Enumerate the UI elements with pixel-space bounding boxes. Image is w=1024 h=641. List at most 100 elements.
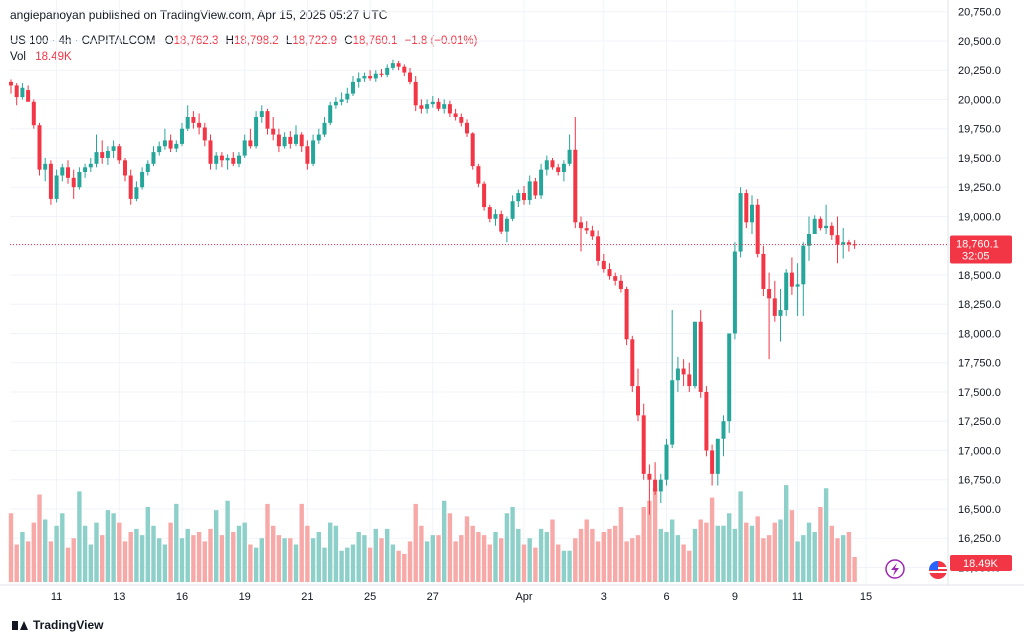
candle-body (522, 193, 526, 201)
candle-body (829, 225, 834, 236)
candle (71, 169, 76, 199)
candle-body (789, 272, 794, 287)
volume-bar (784, 485, 789, 582)
candle (818, 216, 823, 231)
candle-body (191, 117, 196, 123)
candle (653, 462, 658, 495)
time-tick-label: 11 (51, 591, 62, 603)
candle (755, 198, 760, 258)
candle-body (379, 73, 384, 75)
candle-body (807, 234, 811, 246)
candlesticks (9, 59, 857, 515)
candle (807, 216, 811, 261)
volume-bar (846, 532, 852, 582)
candle (812, 215, 817, 234)
flash-icon[interactable] (885, 559, 905, 579)
candle (140, 167, 145, 190)
volume-bar (117, 522, 122, 582)
candle-body (276, 134, 281, 147)
candle-body (111, 146, 116, 151)
volume-bar (692, 528, 698, 582)
candle (282, 132, 287, 149)
candle (795, 263, 800, 316)
candle (704, 386, 709, 457)
candle-body (550, 160, 555, 168)
candle (9, 79, 13, 94)
volume-bar (459, 535, 464, 582)
candle (248, 128, 253, 149)
candle-body (447, 104, 452, 114)
candle (550, 157, 555, 170)
candle (767, 272, 772, 360)
candle (732, 242, 737, 340)
chart-grid (10, 0, 948, 585)
price-tick-label: 19,250.0 (958, 182, 1001, 194)
candle-body (493, 214, 498, 219)
volume-bar (356, 532, 361, 582)
candle (693, 321, 697, 389)
candle-body (242, 140, 247, 156)
candle-body (482, 183, 487, 208)
candle (276, 128, 281, 153)
candle-body (465, 122, 469, 134)
candle (590, 225, 595, 240)
volume-bar (310, 538, 316, 582)
candle (487, 204, 492, 223)
volume-bar (191, 535, 196, 582)
volume-bar (231, 532, 236, 582)
volume-label[interactable]: Vol (10, 51, 26, 63)
candle (54, 169, 59, 203)
volume-bar (236, 525, 242, 582)
candle-body (675, 368, 680, 381)
candle-body (77, 171, 82, 188)
candle (670, 310, 675, 449)
candle-body (710, 450, 715, 474)
volume-bar (259, 538, 264, 582)
price-tick-label: 18,250.0 (958, 299, 1001, 311)
candle (37, 122, 42, 176)
volume-bar (157, 538, 162, 582)
candle-body (641, 415, 646, 474)
candle (772, 280, 777, 322)
candle-body (208, 140, 213, 164)
volume-bar (94, 522, 99, 582)
candle (351, 76, 355, 96)
candle (100, 140, 105, 164)
price-tick-label: 16,500.0 (958, 504, 1001, 516)
price-tick-label: 16,750.0 (958, 475, 1001, 487)
candle (311, 134, 316, 167)
candle-body (818, 218, 823, 229)
tradingview-logo-icon (12, 620, 28, 630)
candle-body (94, 152, 99, 164)
volume-bar (527, 538, 532, 582)
price-tick-label: 20,000.0 (958, 94, 1001, 106)
volume-bar (487, 544, 492, 582)
candle (333, 97, 338, 109)
candle-body (31, 101, 36, 126)
candle (801, 242, 806, 316)
candle (687, 362, 692, 392)
candle (618, 274, 623, 293)
volume-bar (749, 525, 755, 582)
candle (385, 64, 390, 78)
volume-bar (271, 525, 276, 582)
volume-bar (25, 541, 31, 582)
tradingview-brand: TradingView (33, 618, 104, 632)
time-tick-label: 19 (239, 591, 251, 603)
candle-body (237, 155, 241, 164)
candle-body (117, 146, 122, 161)
volume-bar (561, 550, 567, 582)
candle-body (772, 298, 777, 316)
tradingview-footer[interactable]: TradingView (12, 618, 103, 632)
candle (835, 216, 840, 264)
candle (123, 157, 127, 182)
candle-body (43, 163, 48, 170)
volume-bar (493, 532, 498, 582)
candle (151, 146, 156, 167)
candle (396, 60, 401, 71)
candle-body (345, 93, 350, 100)
us-flag-icon[interactable] (929, 561, 947, 579)
candle (231, 152, 236, 167)
volume-bar (162, 544, 168, 582)
